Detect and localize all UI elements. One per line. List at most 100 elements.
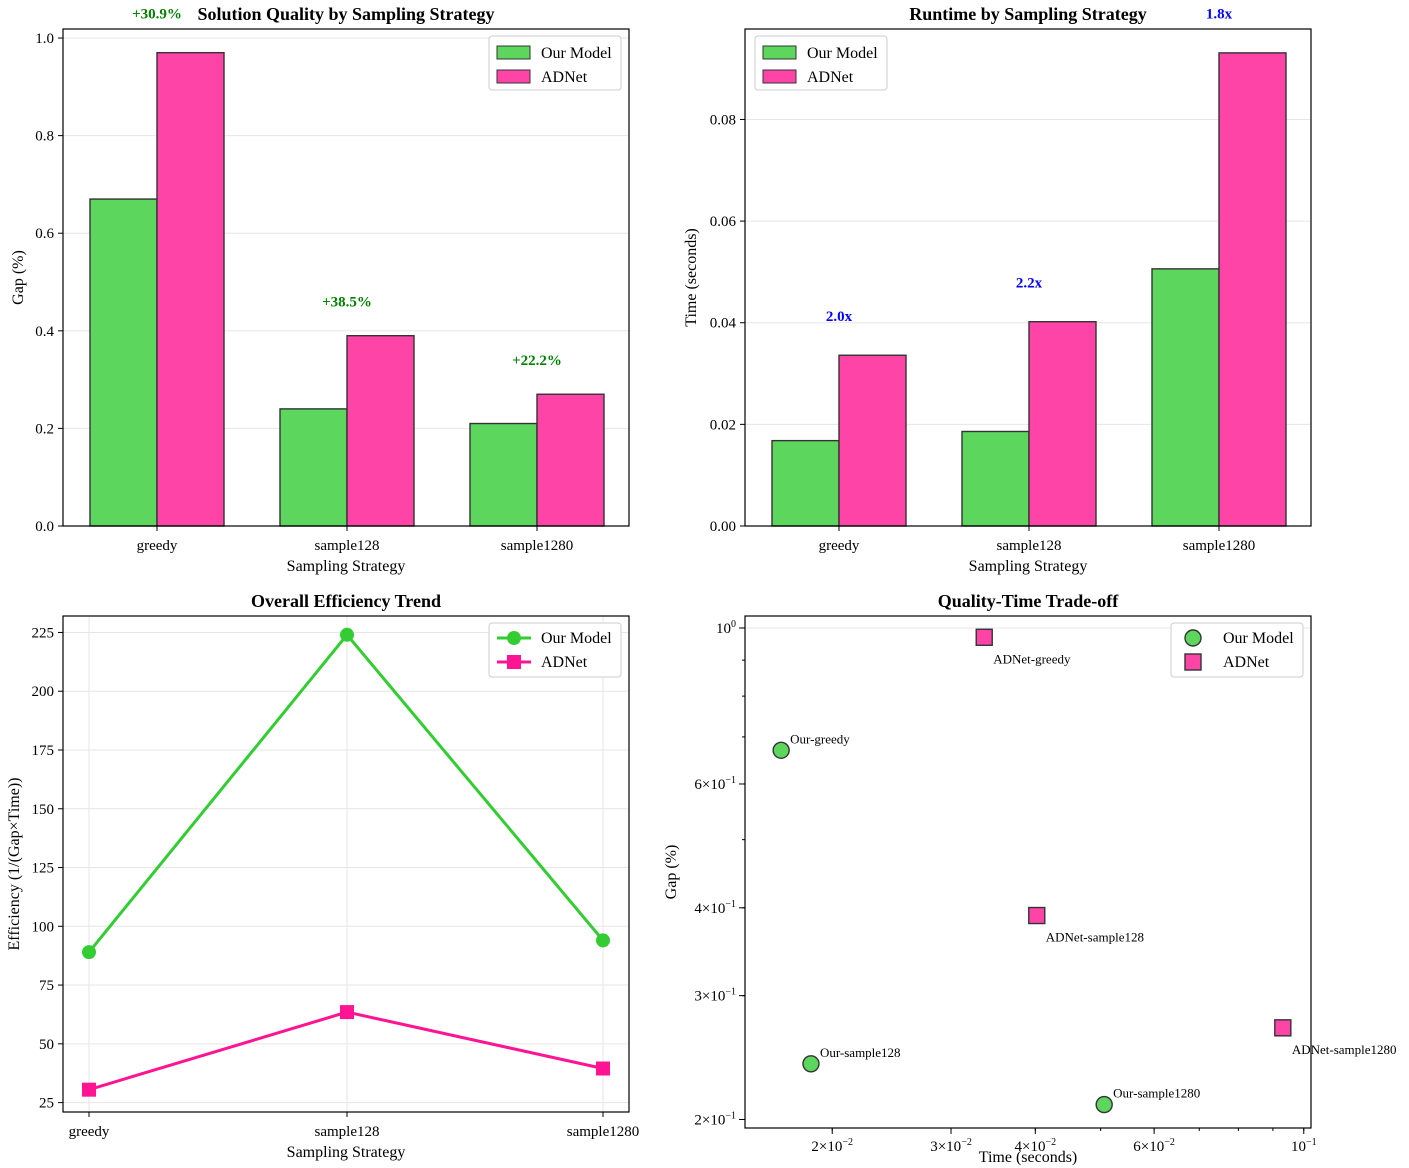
- chart-title: Quality-Time Trade-off: [938, 591, 1119, 611]
- y-tick-label: 50: [39, 1037, 54, 1053]
- scatter-point-our-model: [1095, 1095, 1113, 1114]
- x-tick-label: sample128: [315, 1124, 380, 1140]
- legend-label: Our Model: [807, 45, 878, 62]
- y-tick-label: 0.00: [710, 519, 736, 535]
- x-axis-label: Time (seconds): [979, 1149, 1078, 1166]
- scatter-point-adnet: [1028, 906, 1046, 925]
- y-tick-label: 0.2: [35, 421, 54, 437]
- point-label: ADNet-sample128: [1046, 930, 1144, 945]
- point-label: Our-sample128: [820, 1045, 901, 1060]
- point-label: ADNet-sample1280: [1292, 1042, 1397, 1057]
- subplot-4: 2×10−1 3×10−1 4×10−1 6×10−1 100 2×10−2 3×10−2 4…: [663, 591, 1397, 1166]
- bar-adnet-greedy: [838, 354, 907, 527]
- bar-our-model-greedy: [771, 439, 840, 527]
- point-label: Our-sample1280: [1113, 1086, 1200, 1101]
- x-tick-label: sample1280: [1183, 538, 1256, 554]
- series-line-adnet: [88, 1010, 604, 1092]
- axes-frame: [62, 615, 630, 1113]
- bar-annotation: 1.8x: [1206, 6, 1233, 22]
- bar-annotation: +30.9%: [132, 7, 182, 23]
- legend: Our Model ADNet: [754, 35, 888, 91]
- y-tick-label: 150: [32, 802, 55, 818]
- y-tick-label: 225: [32, 625, 55, 641]
- bar-our-model-greedy: [89, 198, 158, 527]
- y-tick-label: 0.04: [710, 316, 737, 332]
- y-tick-label: 100: [716, 619, 736, 637]
- y-tick-label: 0.6: [35, 226, 54, 242]
- data-point-adnet: [596, 1061, 610, 1076]
- scatter-point-adnet: [975, 628, 993, 646]
- chart-title: Overall Efficiency Trend: [251, 591, 441, 611]
- bar-adnet-greedy: [156, 51, 225, 527]
- y-tick-label: 75: [39, 978, 54, 994]
- axes-frame: [744, 28, 1312, 527]
- chart-title: Runtime by Sampling Strategy: [909, 4, 1147, 24]
- legend: Our Model ADNet: [488, 622, 622, 678]
- legend-marker: [507, 631, 521, 645]
- x-axis-label: Sampling Strategy: [287, 1144, 406, 1161]
- subplot-3: 25 50 75 100 125 150 175 200 225 greedy sample128 s…: [6, 591, 639, 1161]
- subplot-2: 0.00 0.02 0.04 0.06 0.08 2.0x 2.2x 1.8x greedy sa…: [683, 4, 1312, 575]
- legend-label: Our Model: [541, 630, 612, 647]
- y-tick-label: 25: [39, 1096, 54, 1112]
- legend-label: ADNet: [807, 69, 854, 86]
- subplot-1: 0.0 0.2 0.4 0.6 0.8 1.0 +30.9% +38.5% +22.2% gree…: [10, 4, 630, 575]
- bar-annotation: 2.0x: [826, 309, 853, 325]
- y-tick-label: 3×10−1: [694, 987, 736, 1005]
- legend-swatch: [496, 45, 531, 60]
- y-tick-label: 100: [32, 919, 55, 935]
- x-axis-label: Sampling Strategy: [287, 558, 406, 575]
- y-tick-label: 0.0: [35, 519, 54, 535]
- bar-adnet-sample1280: [1218, 52, 1287, 527]
- legend-marker: [1184, 653, 1202, 671]
- bar-annotation: 2.2x: [1016, 276, 1043, 292]
- x-tick-label: sample128: [997, 538, 1062, 554]
- x-tick-label: greedy: [137, 538, 178, 554]
- y-tick-label: 6×10−1: [694, 775, 736, 793]
- x-tick-label: 10−1: [1291, 1137, 1317, 1155]
- x-axis-label: Sampling Strategy: [969, 558, 1088, 575]
- data-point-adnet: [340, 1005, 354, 1020]
- y-tick-label: 2×10−1: [694, 1110, 736, 1128]
- scatter-point-adnet: [1274, 1019, 1292, 1037]
- y-tick-label: 0.08: [710, 112, 736, 128]
- x-tick-label: sample1280: [501, 538, 574, 554]
- scatter-point-our-model: [802, 1055, 820, 1073]
- x-tick-label: 3×10−2: [930, 1137, 972, 1155]
- y-tick-label: 175: [32, 743, 55, 759]
- bar-annotation: +22.2%: [512, 353, 562, 369]
- legend: Our Model ADNet: [488, 35, 622, 91]
- bar-adnet-sample128: [1028, 321, 1097, 527]
- chart-title: Solution Quality by Sampling Strategy: [197, 4, 494, 24]
- bar-our-model-sample128: [961, 430, 1030, 527]
- y-tick-label: 0.06: [710, 214, 737, 230]
- legend-swatch: [762, 69, 797, 84]
- data-point-our-model: [340, 627, 354, 642]
- y-axis-label: Gap (%): [10, 250, 27, 305]
- legend-swatch: [496, 69, 531, 84]
- axes-frame: [744, 615, 1312, 1129]
- x-tick-label: 6×10−2: [1133, 1137, 1175, 1155]
- bar-adnet-sample128: [346, 334, 415, 527]
- bar-our-model-sample128: [279, 408, 348, 527]
- y-axis-label: Efficiency (1/(Gap×Time)): [6, 778, 23, 951]
- point-label: Our-greedy: [790, 731, 850, 746]
- data-point-adnet: [82, 1082, 96, 1097]
- bar-our-model-sample1280: [469, 422, 538, 527]
- legend-label: ADNet: [1223, 654, 1270, 671]
- y-tick-label: 4×10−1: [694, 899, 736, 917]
- bar-adnet-sample1280: [536, 393, 605, 527]
- scatter-point-our-model: [772, 741, 790, 759]
- x-tick-label: 4×10−2: [1015, 1137, 1057, 1155]
- bar-annotation: +38.5%: [322, 294, 372, 310]
- point-label: ADNet-greedy: [993, 651, 1071, 666]
- legend-marker: [507, 655, 521, 669]
- legend-label: Our Model: [541, 45, 612, 62]
- legend-marker: [1184, 629, 1202, 647]
- x-tick-label: 2×10−2: [811, 1137, 853, 1155]
- legend: Our Model ADNet: [1170, 622, 1304, 678]
- y-tick-label: 0.4: [35, 324, 54, 340]
- data-point-our-model: [596, 933, 610, 948]
- y-tick-label: 200: [32, 684, 55, 700]
- bar-our-model-sample1280: [1151, 268, 1220, 527]
